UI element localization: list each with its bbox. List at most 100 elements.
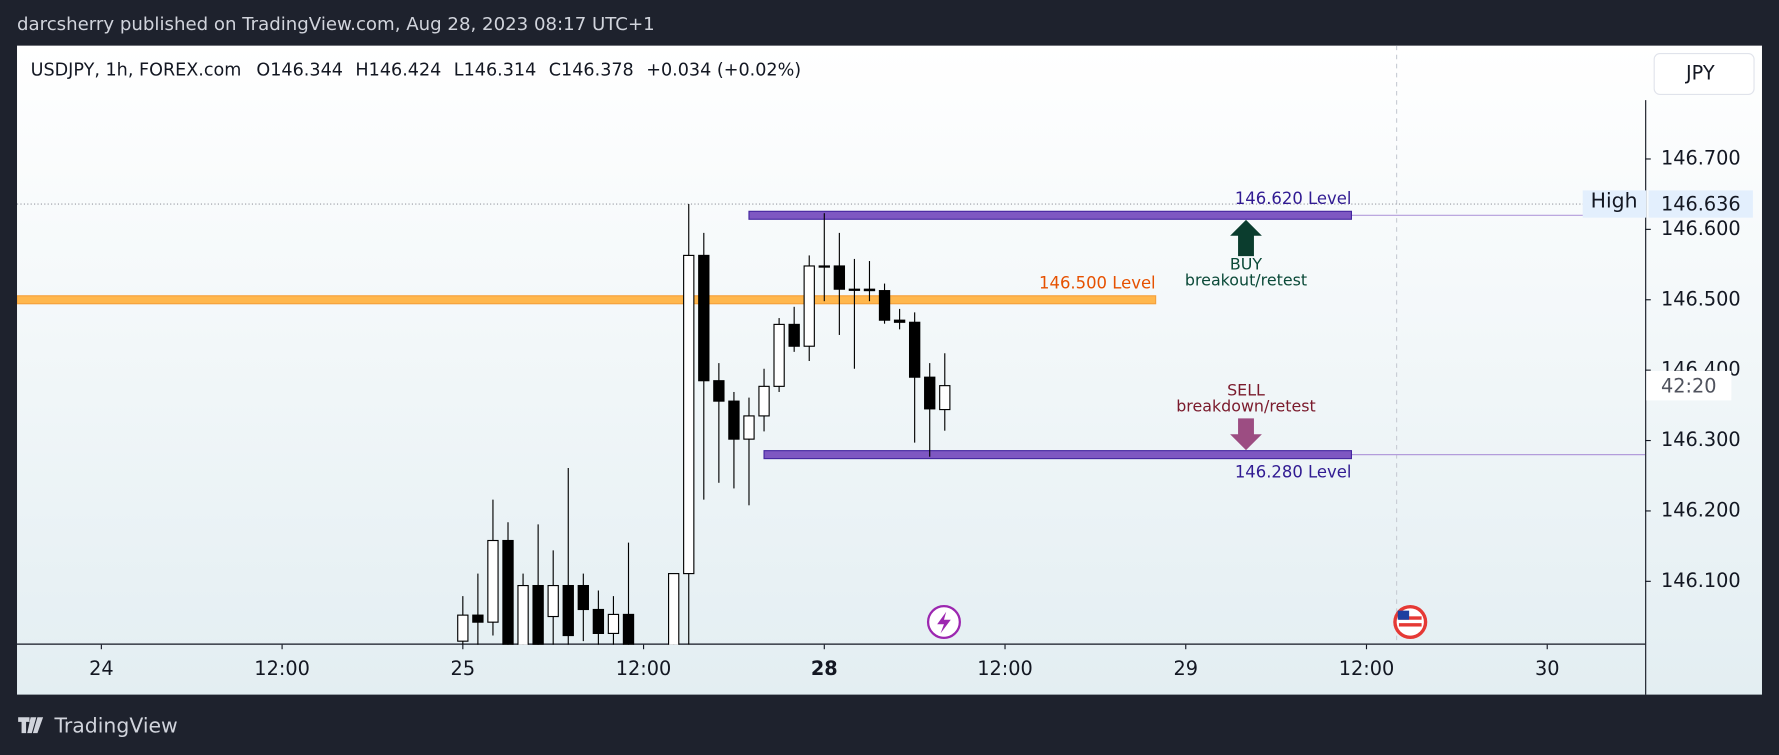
candle [728, 391, 740, 489]
currency[interactable]: JPY [1685, 62, 1715, 85]
y-tick-label: 146.500 [1661, 287, 1741, 310]
level-band [763, 450, 1352, 460]
header-text: darcsherry published on TradingView.com,… [17, 14, 655, 35]
candle [698, 232, 710, 500]
candle-body [472, 614, 484, 623]
annotation-text: BUY [1230, 255, 1263, 274]
level-label: 146.280 Level [1235, 462, 1352, 481]
x-tick-label: 25 [451, 657, 476, 680]
candle [848, 258, 861, 369]
candle [487, 499, 499, 636]
high-label: High [1591, 189, 1638, 213]
symbol: USDJPY, 1h, FOREX.com [31, 61, 242, 81]
candle [547, 550, 559, 645]
y-tick-label: 146.600 [1661, 217, 1741, 240]
candle-body [893, 319, 906, 323]
footer-brand: TradingView [53, 713, 177, 737]
candle-body [668, 573, 680, 645]
candle [758, 368, 770, 432]
us-flag-icon [1393, 604, 1428, 640]
tradingview-logo [18, 717, 44, 734]
candle-body [517, 584, 529, 645]
currency-button[interactable] [1653, 53, 1755, 95]
y-tick-label: 146.700 [1661, 146, 1741, 169]
candle [803, 255, 815, 362]
candle-body [848, 288, 861, 291]
candle-body [908, 321, 921, 378]
candle [788, 306, 800, 352]
y-tick-label: 146.100 [1661, 569, 1741, 592]
y-tick-label: 146.200 [1661, 498, 1741, 521]
candle-body [502, 539, 514, 645]
candle [668, 573, 680, 645]
x-tick-label: 12:00 [977, 657, 1033, 680]
level-band [17, 295, 1157, 305]
candle [713, 363, 725, 483]
candle-body [577, 584, 589, 611]
candle [562, 468, 574, 645]
candle [773, 318, 785, 392]
x-tick-label: 12:00 [254, 657, 310, 680]
candle [893, 308, 906, 330]
candle-body [939, 385, 951, 411]
candle-body [562, 584, 574, 637]
level-band [748, 210, 1352, 220]
candle [683, 204, 695, 645]
candle-body [924, 376, 936, 410]
candle [939, 353, 951, 431]
candle-body [532, 584, 544, 645]
x-tick-label: 29 [1174, 657, 1199, 680]
candle [457, 596, 469, 645]
candle [607, 596, 620, 645]
candle [863, 261, 876, 302]
candle-body [833, 265, 846, 290]
legend-value: H146.424 [355, 61, 441, 81]
x-tick-label: 24 [89, 657, 114, 680]
candle-body [683, 254, 695, 575]
candle-body [818, 265, 830, 268]
annotation-text: breakout/retest [1185, 271, 1307, 290]
candle-body [788, 323, 800, 347]
candle [592, 590, 605, 645]
candle-body [713, 380, 725, 402]
countdown: 42:20 [1661, 374, 1717, 397]
candle-body [758, 385, 770, 417]
legend-value: +0.034 (+0.02%) [646, 61, 801, 81]
sell-arrow [1230, 418, 1262, 451]
candle [622, 542, 635, 645]
high-value: 146.636 [1661, 193, 1741, 216]
legend-value: L146.314 [454, 61, 536, 81]
x-tick-label: 28 [811, 657, 838, 680]
candle-body [728, 400, 740, 440]
candle-body [487, 539, 499, 623]
candle [577, 573, 589, 642]
candle [472, 573, 484, 645]
legend-value: C146.378 [549, 61, 634, 81]
candle-body [592, 608, 605, 634]
candle [908, 312, 921, 443]
level-label: 146.620 Level [1235, 189, 1352, 208]
chart-panel [17, 45, 1762, 695]
candle-body [773, 323, 785, 387]
countdown-bg [1646, 370, 1732, 401]
y-tick-label: 146.300 [1661, 428, 1741, 451]
candle-body [863, 288, 876, 292]
candle [878, 283, 891, 324]
candle [833, 232, 846, 335]
candle-body [547, 584, 559, 618]
candle-body [878, 290, 891, 321]
x-tick-label: 12:00 [616, 657, 672, 680]
high-label-bg [1582, 190, 1647, 218]
candle-body [607, 613, 620, 634]
level-label: 146.500 Level [1039, 273, 1156, 292]
candle-body [743, 415, 755, 440]
candle-body [622, 613, 635, 645]
candle [924, 363, 936, 457]
x-tick-label: 30 [1535, 657, 1560, 680]
annotation-text: SELL [1227, 381, 1265, 400]
candle [818, 213, 830, 302]
candle [743, 397, 755, 506]
candle-body [698, 254, 710, 382]
